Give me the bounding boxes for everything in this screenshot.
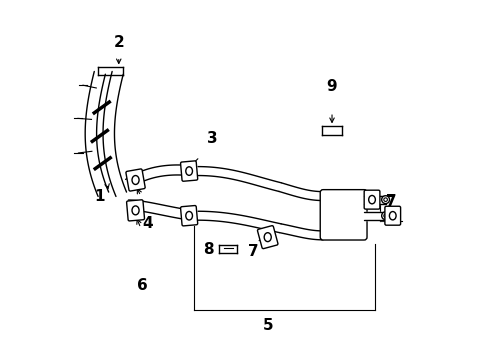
Polygon shape <box>85 71 108 197</box>
Polygon shape <box>128 200 195 221</box>
Polygon shape <box>279 224 323 240</box>
Text: 1: 1 <box>94 189 104 203</box>
FancyBboxPatch shape <box>126 169 145 191</box>
Ellipse shape <box>132 176 139 184</box>
FancyBboxPatch shape <box>180 206 197 226</box>
Polygon shape <box>198 167 281 192</box>
FancyBboxPatch shape <box>126 200 144 221</box>
Text: 2: 2 <box>113 35 124 50</box>
Ellipse shape <box>185 167 192 175</box>
Ellipse shape <box>383 198 386 202</box>
Polygon shape <box>198 211 281 233</box>
FancyBboxPatch shape <box>257 226 277 249</box>
Ellipse shape <box>264 233 271 242</box>
Ellipse shape <box>368 195 375 204</box>
FancyBboxPatch shape <box>364 190 379 209</box>
Polygon shape <box>103 71 126 197</box>
Polygon shape <box>364 196 385 203</box>
Polygon shape <box>125 165 195 188</box>
Polygon shape <box>278 183 323 201</box>
Text: 6: 6 <box>137 278 148 293</box>
Ellipse shape <box>381 196 389 203</box>
Text: 4: 4 <box>142 216 152 231</box>
FancyBboxPatch shape <box>180 161 197 181</box>
Text: 5: 5 <box>262 318 272 333</box>
Polygon shape <box>364 212 385 220</box>
Text: 3: 3 <box>206 131 217 146</box>
Ellipse shape <box>132 206 139 215</box>
FancyBboxPatch shape <box>320 190 366 240</box>
FancyBboxPatch shape <box>384 206 400 225</box>
Ellipse shape <box>381 212 389 220</box>
Text: 8: 8 <box>203 242 214 257</box>
Text: 7: 7 <box>385 194 395 209</box>
Ellipse shape <box>388 212 395 220</box>
Ellipse shape <box>185 211 192 220</box>
Text: 7: 7 <box>247 244 258 259</box>
Ellipse shape <box>383 214 386 217</box>
Text: 9: 9 <box>326 79 337 94</box>
